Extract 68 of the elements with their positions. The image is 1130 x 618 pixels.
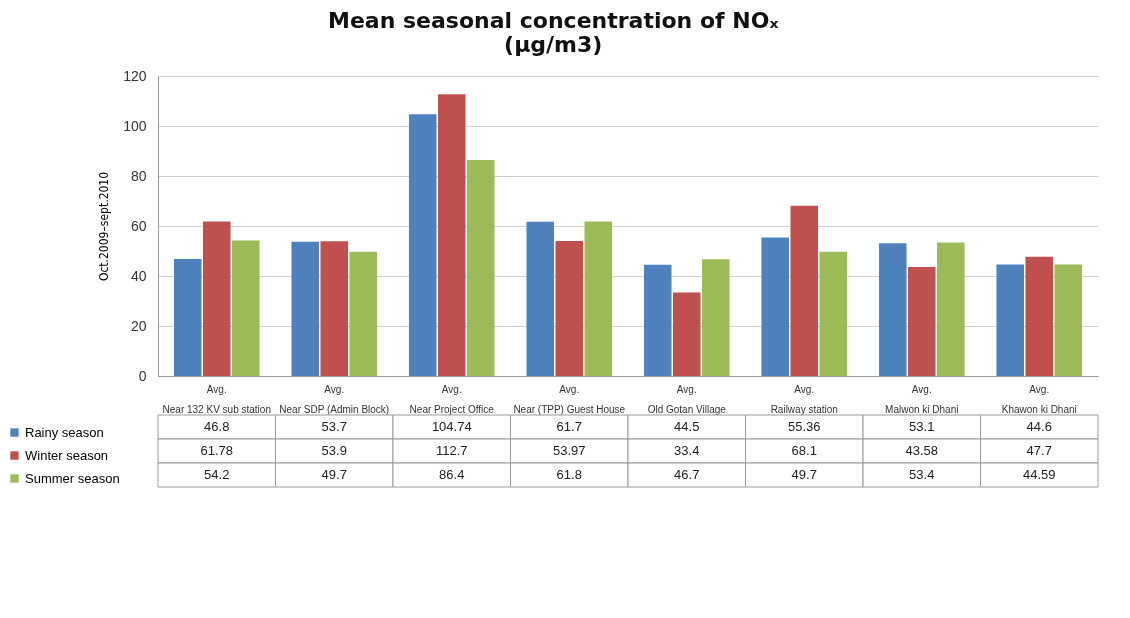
data-label: 68.1	[791, 443, 817, 458]
bar	[173, 259, 202, 376]
data-label: 55.36	[787, 419, 821, 434]
legend-label: Summer season	[25, 470, 120, 486]
data-label: 43.58	[905, 443, 939, 458]
bar	[819, 251, 848, 376]
data-label: 53.7	[321, 419, 347, 434]
x-tick-label: Avg. Malwon ki Dhani	[885, 383, 959, 415]
legend-label: Rainy season	[25, 424, 104, 440]
data-label: 44.59	[1022, 467, 1056, 482]
bar	[907, 267, 936, 376]
x-tick-label: Avg. Near (TPP) Guest House	[513, 383, 626, 415]
bar	[291, 241, 320, 376]
y-tick-label: 20	[130, 317, 147, 334]
y-tick-label: 60	[130, 217, 147, 234]
x-tick-label: Avg. Near 132 KV sub station	[162, 383, 271, 415]
bar	[231, 240, 260, 376]
bar	[526, 221, 555, 376]
data-label: 49.7	[321, 467, 347, 482]
legend-label: Winter season	[25, 447, 109, 463]
bar	[584, 221, 613, 376]
data-label: 44.6	[1026, 419, 1052, 434]
data-label: 33.4	[674, 443, 700, 458]
bar	[408, 114, 437, 376]
bar	[761, 237, 790, 376]
data-label: 61.8	[556, 467, 582, 482]
y-tick-label: 40	[130, 267, 147, 284]
data-label: 53.1	[909, 419, 935, 434]
y-tick-label: 0	[138, 367, 147, 384]
y-tick-label: 120	[123, 67, 147, 84]
data-label: 46.8	[204, 419, 230, 434]
bar	[349, 251, 378, 376]
data-label: 53.97	[552, 443, 586, 458]
data-label: 112.7	[435, 443, 468, 458]
bar	[202, 221, 231, 376]
x-tick-label: Avg. Old Gotan Village	[647, 383, 727, 415]
x-tick-label: Avg. Near Project Office	[409, 383, 495, 415]
bar	[437, 94, 466, 376]
chart-title: Mean seasonal concentration of NOₓ (µg/m3)	[328, 8, 779, 57]
y-tick-label: 80	[130, 167, 147, 184]
bar	[936, 242, 965, 376]
bar	[1025, 256, 1054, 376]
data-label: 54.2	[204, 467, 230, 482]
data-label: 61.78	[200, 443, 234, 458]
data-label: 46.7	[674, 467, 700, 482]
x-tick-label: Avg. Khawon ki Dhani	[1001, 383, 1077, 415]
bar	[1054, 264, 1083, 376]
y-tick-label: 100	[123, 117, 147, 134]
bar	[996, 264, 1025, 376]
bar	[320, 241, 349, 376]
data-label: 49.7	[791, 467, 817, 482]
data-label: 53.4	[909, 467, 935, 482]
bar	[701, 259, 730, 376]
data-label: 86.4	[439, 467, 465, 482]
data-label: 47.7	[1026, 443, 1052, 458]
data-label: 44.5	[674, 419, 700, 434]
x-tick-label: Avg. Railway station	[770, 383, 838, 415]
x-tick-label: Avg. Near SDP (Admin Block)	[279, 383, 390, 415]
bar	[672, 292, 701, 376]
bar	[555, 241, 584, 376]
data-label: 61.7	[556, 419, 582, 434]
y-axis-title: Oct.2009–sept.2010	[97, 171, 112, 282]
bar	[466, 160, 495, 376]
data-label: 104.74	[431, 419, 472, 434]
bar	[878, 243, 907, 376]
bar	[790, 205, 819, 376]
data-label: 53.9	[321, 443, 347, 458]
bar	[643, 264, 672, 376]
